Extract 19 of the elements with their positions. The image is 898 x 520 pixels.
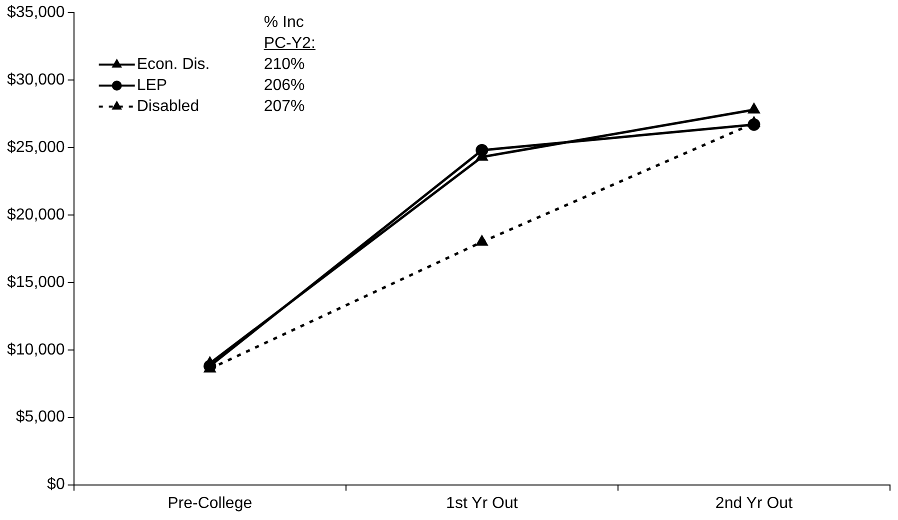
annotation: 207%: [264, 98, 305, 116]
x-tick-label: 1st Yr Out: [446, 494, 518, 512]
y-tick-label: $15,000: [6, 274, 65, 291]
y-tick-label: $20,000: [6, 206, 65, 224]
annotation: 206%: [264, 76, 305, 95]
x-tick-label: Pre-College: [168, 494, 252, 512]
x-tick-label: 2nd Yr Out: [715, 494, 794, 512]
y-tick-label: $0: [47, 476, 65, 494]
annotation: 210%: [264, 56, 305, 74]
y-tick-label: $35,000: [6, 4, 65, 22]
legend-label: LEP: [136, 77, 168, 94]
y-tick-label: $5,000: [16, 408, 65, 426]
legend-label: Econ. Dis.: [136, 56, 210, 74]
annotation: % Inc: [264, 14, 304, 32]
annotation: PC-Y2:: [264, 34, 316, 53]
y-tick-label: $25,000: [6, 138, 65, 156]
y-tick-label: $30,000: [6, 71, 65, 88]
y-tick-label: $10,000: [6, 341, 65, 358]
legend-label: Disabled: [136, 98, 200, 116]
